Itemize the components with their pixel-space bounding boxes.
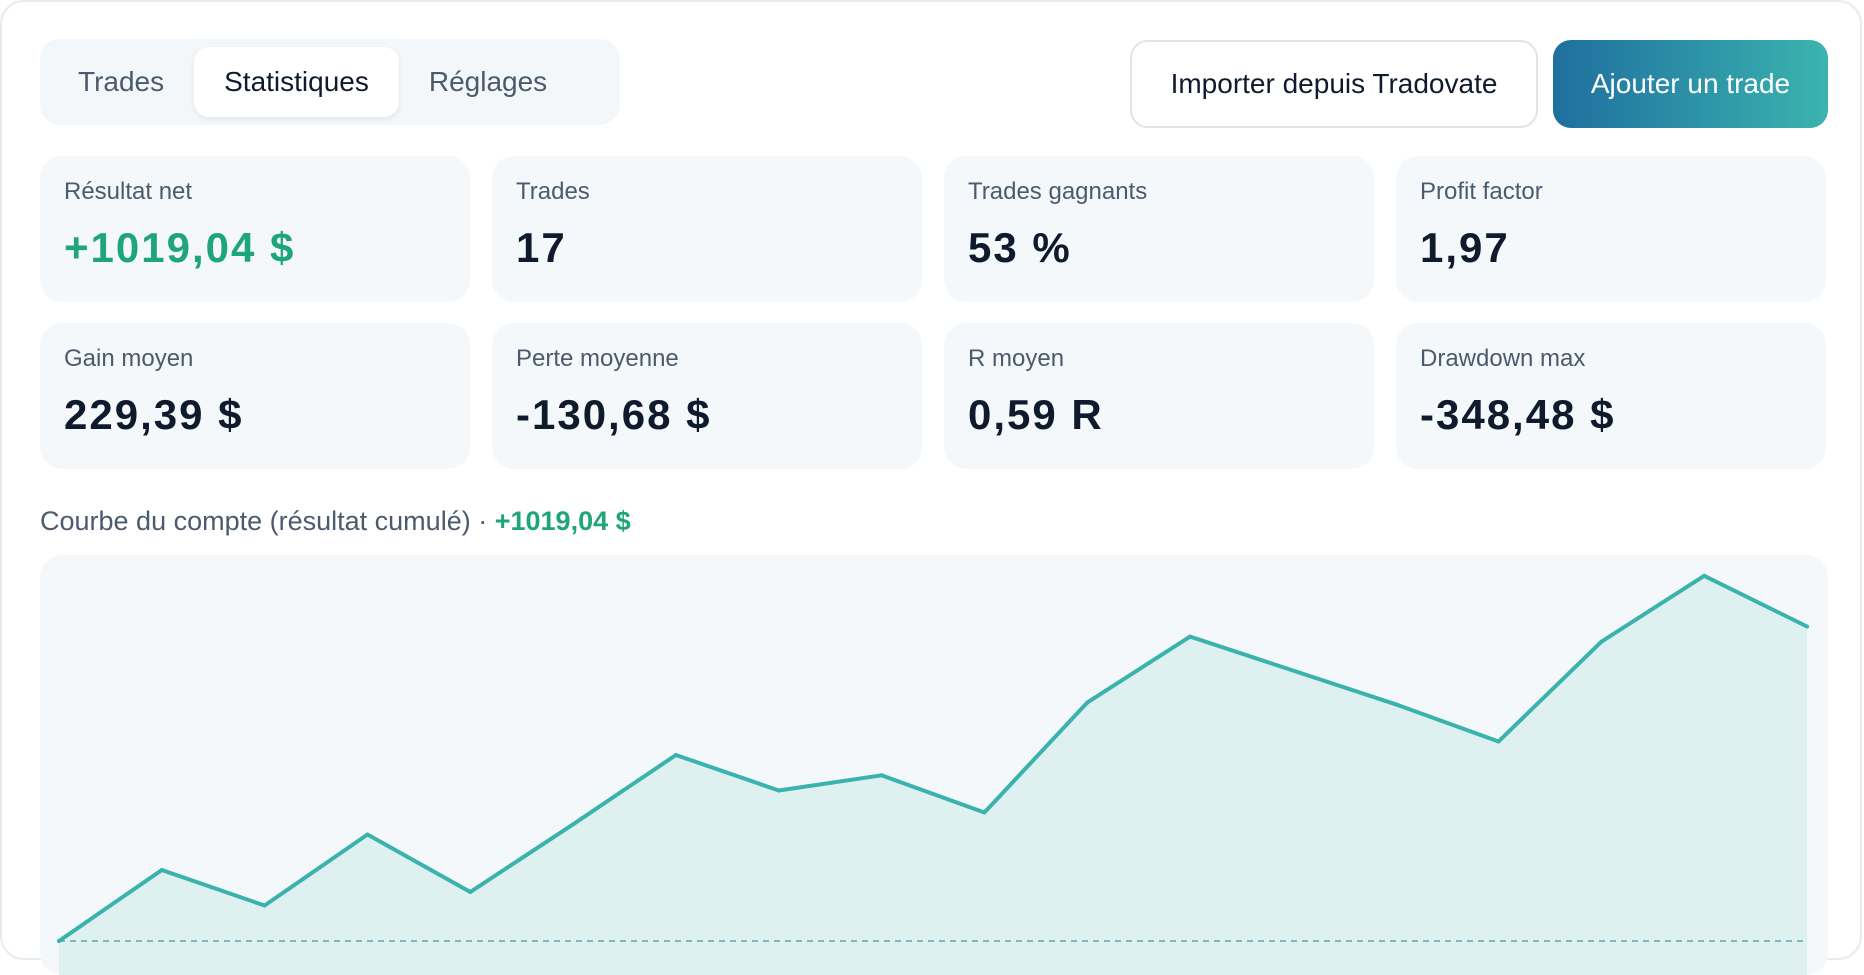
tab-bar: Trades Statistiques Réglages xyxy=(40,39,620,125)
stat-label: Perte moyenne xyxy=(516,345,679,372)
stat-label: Résultat net xyxy=(64,178,193,205)
stat-card-net-result: Résultat net +1019,04 $ xyxy=(40,156,470,302)
equity-point-14 xyxy=(1496,739,1501,744)
stat-card-avg-gain: Gain moyen 229,39 $ xyxy=(40,323,470,469)
stat-label: Trades gagnants xyxy=(968,178,1148,205)
equity-area-fill xyxy=(59,575,1807,975)
equity-point-8 xyxy=(879,773,884,778)
equity-point-9 xyxy=(982,810,987,815)
stat-value: 17 xyxy=(516,224,567,271)
stat-card-avg-loss: Perte moyenne -130,68 $ xyxy=(492,323,922,469)
stat-label: Drawdown max xyxy=(1420,345,1586,372)
stat-label: Profit factor xyxy=(1420,178,1543,205)
equity-point-4 xyxy=(468,889,473,894)
equity-curve-svg xyxy=(57,573,1809,975)
equity-point-16 xyxy=(1702,573,1707,578)
stat-card-avg-r: R moyen 0,59 R xyxy=(944,323,1374,469)
import-tradovate-button[interactable]: Importer depuis Tradovate xyxy=(1130,40,1538,128)
stat-value: 229,39 $ xyxy=(64,391,244,438)
stat-label: Trades xyxy=(516,178,590,205)
stat-label: R moyen xyxy=(968,345,1065,372)
stat-label: Gain moyen xyxy=(64,345,194,372)
stat-value: -130,68 $ xyxy=(516,391,712,438)
equity-point-10 xyxy=(1085,700,1090,705)
title-separator: · xyxy=(478,506,488,536)
equity-point-3 xyxy=(365,832,370,837)
equity-point-17 xyxy=(1805,624,1809,629)
stat-card-trades: Trades 17 xyxy=(492,156,922,302)
stat-value: -348,48 $ xyxy=(1420,391,1616,438)
equity-point-13 xyxy=(1393,702,1398,707)
stat-value: 53 % xyxy=(968,224,1072,271)
stat-card-profit-factor: Profit factor 1,97 xyxy=(1396,156,1826,302)
stat-card-max-drawdown: Drawdown max -348,48 $ xyxy=(1396,323,1826,469)
equity-point-6 xyxy=(673,753,678,757)
equity-point-5 xyxy=(571,822,576,827)
stat-value: 1,97 xyxy=(1420,224,1510,271)
tab-statistiques[interactable]: Statistiques xyxy=(194,47,399,117)
equity-point-1 xyxy=(159,867,164,872)
equity-line xyxy=(57,573,1809,943)
add-trade-button[interactable]: Ajouter un trade xyxy=(1553,40,1828,128)
stat-value: +1019,04 $ xyxy=(64,224,296,271)
equity-curve-chart xyxy=(40,555,1828,975)
equity-point-11 xyxy=(1188,634,1193,639)
equity-curve-label: Courbe du compte (résultat cumulé) xyxy=(40,506,471,536)
stat-value: 0,59 R xyxy=(968,391,1104,438)
equity-point-2 xyxy=(262,903,267,908)
tab-trades[interactable]: Trades xyxy=(78,66,165,97)
equity-curve-total: +1019,04 $ xyxy=(494,506,631,536)
stat-card-winning-trades: Trades gagnants 53 % xyxy=(944,156,1374,302)
tab-reglages[interactable]: Réglages xyxy=(428,66,548,97)
equity-point-15 xyxy=(1599,639,1604,644)
equity-point-12 xyxy=(1290,668,1295,673)
equity-point-7 xyxy=(776,788,781,793)
equity-curve-title: Courbe du compte (résultat cumulé) · +10… xyxy=(40,506,631,537)
